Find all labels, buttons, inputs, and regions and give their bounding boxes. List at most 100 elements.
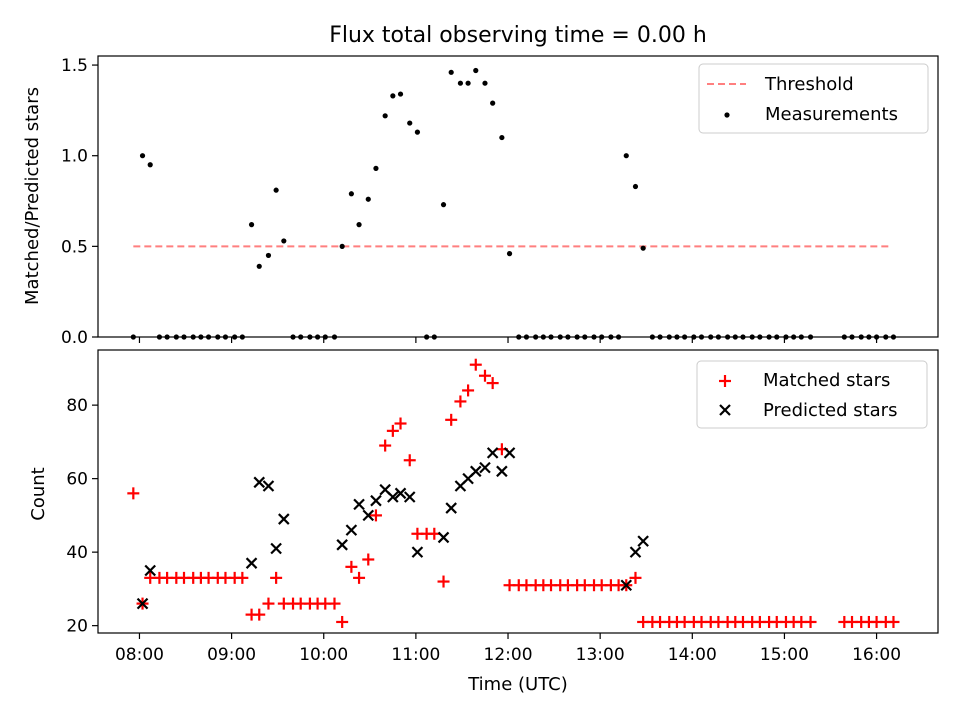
y-tick-label: 1.0 — [61, 147, 88, 167]
matched-stars-point — [253, 608, 266, 621]
measurement-point — [265, 252, 272, 259]
measurement-point — [666, 334, 672, 340]
measurement-point — [205, 334, 212, 340]
top-y-label: Matched/Predicted stars — [22, 87, 43, 305]
measurement-point — [791, 334, 797, 340]
x-stroke — [136, 597, 149, 610]
x-stroke — [496, 465, 508, 478]
matched-stars-point — [486, 377, 499, 390]
legend-predicted-swatch — [719, 404, 731, 416]
measurement-point — [766, 334, 772, 340]
measurement-point — [540, 334, 546, 340]
bottom-plot-frame — [97, 349, 939, 634]
legend-matched-swatch — [719, 375, 731, 387]
x-stroke — [629, 546, 642, 558]
matched-stars-point — [369, 509, 382, 522]
x-stroke — [270, 542, 282, 555]
y-tick-label: 1.5 — [61, 56, 88, 76]
matched-stars-point — [462, 384, 475, 397]
y-tick-label: 80 — [66, 396, 88, 416]
bottom-panel: Count 20 40 60 80 08:00 09:00 10:00 11:00 12:00 1… — [28, 349, 939, 665]
x-stroke — [336, 539, 348, 551]
matched-stars-point — [887, 615, 900, 628]
measurement-point — [147, 162, 153, 168]
bottom-legend: Matched stars Predicted stars — [696, 360, 928, 429]
x-stroke — [362, 509, 375, 522]
x-tick-label: 12:00 — [484, 645, 533, 665]
x-stroke — [620, 579, 633, 591]
measurement-point — [757, 334, 763, 340]
measurement-point — [849, 334, 855, 340]
measurement-point — [139, 153, 146, 159]
measurement-point — [457, 80, 464, 86]
measurement-point — [448, 69, 454, 75]
legend-measurements-swatch — [724, 112, 730, 118]
matched-stars-point — [345, 560, 358, 573]
measurement-point — [657, 334, 663, 340]
predicted-stars-point — [445, 502, 457, 514]
predicted-stars-point — [253, 476, 266, 489]
predicted-stars-point — [503, 447, 516, 459]
measurement-point — [691, 334, 697, 340]
measurement-point — [533, 334, 539, 340]
x-stroke — [245, 557, 258, 569]
predicted-stars-point — [262, 480, 275, 492]
y-tick-label: 0.0 — [61, 328, 88, 348]
x-tick-label: 13:00 — [576, 645, 625, 665]
predicted-stars-point — [620, 579, 633, 591]
measurement-point — [890, 334, 897, 340]
matched-stars-point — [629, 571, 642, 584]
matched-stars-point — [328, 597, 341, 610]
predicted-stars-point — [270, 542, 282, 555]
x-stroke — [437, 531, 450, 544]
measurement-point — [599, 334, 605, 340]
matched-stars-point — [478, 369, 491, 382]
measurement-point — [431, 334, 437, 340]
measurement-point — [365, 196, 371, 202]
measurement-point — [841, 334, 847, 340]
measurement-point — [574, 334, 580, 340]
legend-predicted-label: Predicted stars — [763, 400, 897, 421]
measurement-point — [382, 113, 388, 119]
matched-stars-point — [270, 571, 283, 584]
measurement-point — [708, 334, 714, 340]
y-tick-label: 20 — [66, 617, 88, 637]
measurement-point — [482, 80, 488, 86]
predicted-stars-point — [336, 539, 348, 551]
predicted-stars-point — [496, 465, 508, 478]
measurement-point — [565, 334, 571, 340]
measurement-point — [440, 202, 447, 208]
measurement-point — [798, 334, 804, 340]
x-stroke — [403, 491, 416, 503]
measurement-point — [298, 334, 304, 340]
measurement-point — [273, 187, 279, 193]
predicted-stars-point — [394, 487, 407, 500]
x-tick-label: 08:00 — [115, 645, 164, 665]
measurement-point — [232, 334, 238, 340]
measurement-point — [331, 334, 338, 340]
measurement-point — [256, 263, 262, 269]
chart-title: Flux total observing time = 0.00 h — [329, 23, 707, 48]
measurement-point — [506, 251, 513, 257]
measurement-point — [356, 222, 362, 228]
measurement-point — [548, 334, 554, 340]
x-tick-label: 10:00 — [299, 645, 348, 665]
measurement-point — [698, 334, 705, 340]
measurement-point — [290, 334, 296, 340]
predicted-stars-point — [345, 524, 358, 536]
measurement-point — [591, 334, 597, 340]
y-tick-label: 40 — [66, 543, 88, 563]
measurement-point — [490, 100, 496, 106]
x-stroke — [379, 483, 391, 496]
measurement-point — [640, 245, 646, 251]
y-tick-label: 0.5 — [61, 237, 88, 257]
matched-stars-point — [394, 417, 407, 430]
predicted-stars-point — [411, 546, 424, 558]
predicted-stars-point — [486, 447, 499, 459]
measurement-point — [248, 222, 255, 228]
predicted-stars-point — [370, 494, 382, 507]
predicted-stars-point — [437, 531, 450, 544]
measurement-point — [516, 334, 522, 340]
measurement-point — [715, 334, 722, 340]
matched-stars-point — [445, 413, 458, 426]
